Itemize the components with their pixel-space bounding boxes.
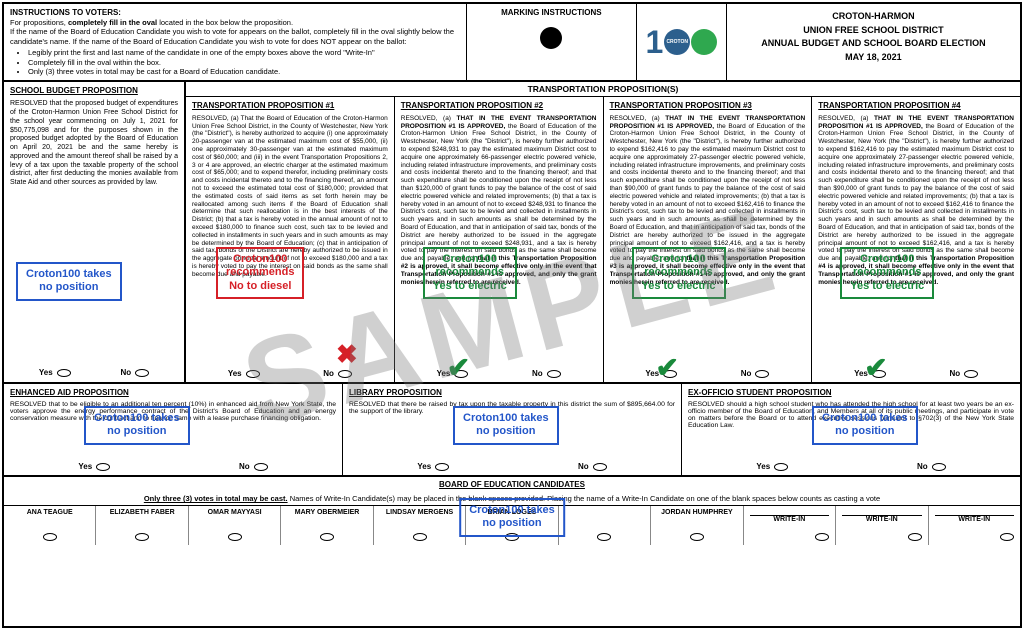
trans2-no[interactable]: No bbox=[532, 369, 561, 379]
instructions-line2: If the name of the Board of Education Ca… bbox=[10, 27, 460, 46]
boe-title: BOARD OF EDUCATION CANDIDATES bbox=[4, 477, 1020, 492]
trans4-title: TRANSPORTATION PROPOSITION #4 bbox=[818, 101, 1014, 111]
enhanced-stamp: Croton100 takesno position bbox=[84, 406, 190, 444]
trans-prop-4: TRANSPORTATION PROPOSITION #4 RESOLVED, … bbox=[812, 97, 1020, 382]
library-prop: LIBRARY PROPOSITION RESOLVED that there … bbox=[343, 384, 682, 475]
district-l1: CROTON-HARMON bbox=[733, 10, 1014, 24]
library-title: LIBRARY PROPOSITION bbox=[349, 388, 675, 397]
cand-0[interactable]: ANA TEAGUE bbox=[4, 506, 96, 545]
main-propositions-row: SCHOOL BUDGET PROPOSITION RESOLVED that … bbox=[4, 82, 1020, 382]
exofficio-stamp: Croton100 takesno position bbox=[812, 406, 918, 444]
budget-yes[interactable]: Yes bbox=[39, 368, 71, 378]
green-check-icon: ✔ bbox=[447, 351, 470, 383]
logo-zero-blue: CROTON bbox=[664, 29, 690, 55]
trans2-vote-row: Yes No bbox=[395, 369, 603, 379]
enhanced-vote: Yes No bbox=[4, 462, 342, 471]
district-date: MAY 18, 2021 bbox=[733, 51, 1014, 65]
cand-writein-1[interactable]: WRITE-IN bbox=[744, 506, 836, 545]
instructions-bullets: Legibly print the first and last name of… bbox=[28, 48, 460, 76]
cand-7[interactable]: JORDAN HUMPHREY bbox=[651, 506, 743, 545]
trans1-stamp: Croton100 recommends No to diesel bbox=[216, 247, 304, 299]
budget-text: RESOLVED that the proposed budget of exp… bbox=[10, 100, 178, 188]
bullet-2: Completely fill in the oval within the b… bbox=[28, 58, 460, 67]
mid-propositions-row: ENHANCED AID PROPOSITION RESOLVED that t… bbox=[4, 382, 1020, 477]
instructions-line1: For propositions, completely fill in the… bbox=[10, 18, 460, 27]
exofficio-prop: EX-OFFICIO STUDENT PROPOSITION RESOLVED … bbox=[682, 384, 1020, 475]
budget-vote-row: Yes No bbox=[4, 368, 184, 378]
header-row: INSTRUCTIONS TO VOTERS: For propositions… bbox=[4, 4, 1020, 82]
trans-prop-3: TRANSPORTATION PROPOSITION #3 RESOLVED, … bbox=[604, 97, 813, 382]
cand-6[interactable] bbox=[559, 506, 651, 545]
green-check-icon: ✔ bbox=[656, 351, 679, 383]
enhanced-no[interactable]: No bbox=[239, 462, 268, 471]
croton-100-logo: 1 CROTON bbox=[645, 24, 717, 61]
transportation-wrap: TRANSPORTATION PROPOSITION(S) TRANSPORTA… bbox=[186, 82, 1020, 382]
transportation-section-title: TRANSPORTATION PROPOSITION(S) bbox=[186, 82, 1020, 97]
trans4-stamp: Croton100 recommends Yes to electric bbox=[840, 247, 934, 299]
trans2-stamp: Croton100 recommends Yes to electric bbox=[423, 247, 517, 299]
trans3-stamp: Croton100 recommends Yes to electric bbox=[632, 247, 726, 299]
trans3-title: TRANSPORTATION PROPOSITION #3 bbox=[610, 101, 806, 111]
library-no[interactable]: No bbox=[578, 462, 607, 471]
enhanced-yes[interactable]: Yes bbox=[78, 462, 110, 471]
exofficio-vote: Yes No bbox=[682, 462, 1020, 471]
marking-title: MARKING INSTRUCTIONS bbox=[471, 8, 632, 17]
instructions-block: INSTRUCTIONS TO VOTERS: For propositions… bbox=[4, 4, 467, 80]
boe-note: Only three (3) votes in total may be cas… bbox=[4, 492, 1020, 505]
trans1-yes[interactable]: Yes bbox=[228, 369, 260, 379]
bullet-1: Legibly print the first and last name of… bbox=[28, 48, 460, 57]
budget-title: SCHOOL BUDGET PROPOSITION bbox=[10, 86, 178, 96]
trans2-title: TRANSPORTATION PROPOSITION #2 bbox=[401, 101, 597, 111]
instructions-title: INSTRUCTIONS TO VOTERS: bbox=[10, 8, 460, 18]
trans3-no[interactable]: No bbox=[741, 369, 770, 379]
enhanced-aid-prop: ENHANCED AID PROPOSITION RESOLVED that t… bbox=[4, 384, 343, 475]
red-x-icon: ✖ bbox=[336, 339, 358, 370]
transportation-columns: TRANSPORTATION PROPOSITION #1 RESOLVED, … bbox=[186, 97, 1020, 382]
logo-cell: 1 CROTON bbox=[637, 4, 727, 80]
cand-1[interactable]: ELIZABETH FABER bbox=[96, 506, 188, 545]
trans3-vote-row: Yes No bbox=[604, 369, 812, 379]
marking-instructions: MARKING INSTRUCTIONS bbox=[467, 4, 637, 80]
cand-writein-2[interactable]: WRITE-IN bbox=[836, 506, 928, 545]
exofficio-no[interactable]: No bbox=[917, 462, 946, 471]
district-header: CROTON-HARMON UNION FREE SCHOOL DISTRICT… bbox=[727, 4, 1020, 80]
green-check-icon: ✔ bbox=[864, 351, 887, 383]
trans-prop-2: TRANSPORTATION PROPOSITION #2 RESOLVED, … bbox=[395, 97, 604, 382]
district-l3: ANNUAL BUDGET AND SCHOOL BOARD ELECTION bbox=[733, 37, 1014, 51]
library-stamp: Croton100 takesno position bbox=[453, 406, 559, 444]
trans1-title: TRANSPORTATION PROPOSITION #1 bbox=[192, 101, 388, 111]
trans4-no[interactable]: No bbox=[950, 369, 979, 379]
library-vote: Yes No bbox=[343, 462, 681, 471]
exofficio-yes[interactable]: Yes bbox=[756, 462, 788, 471]
library-yes[interactable]: Yes bbox=[417, 462, 449, 471]
budget-no[interactable]: No bbox=[120, 368, 149, 378]
logo-zero-green bbox=[691, 29, 717, 55]
budget-proposition: SCHOOL BUDGET PROPOSITION RESOLVED that … bbox=[4, 82, 186, 382]
cand-writein-3[interactable]: WRITE-IN bbox=[929, 506, 1020, 545]
boe-section: BOARD OF EDUCATION CANDIDATES Only three… bbox=[4, 477, 1020, 561]
filled-oval-icon bbox=[540, 27, 562, 49]
trans4-vote-row: Yes No bbox=[812, 369, 1020, 379]
cand-2[interactable]: OMAR MAYYASI bbox=[189, 506, 281, 545]
trans-prop-1: TRANSPORTATION PROPOSITION #1 RESOLVED, … bbox=[186, 97, 395, 382]
district-l2: UNION FREE SCHOOL DISTRICT bbox=[733, 24, 1014, 38]
enhanced-title: ENHANCED AID PROPOSITION bbox=[10, 388, 336, 397]
cand-4[interactable]: LINDSAY MERGENS bbox=[374, 506, 466, 545]
logo-one: 1 bbox=[645, 24, 663, 61]
bullet-3: Only (3) three votes in total may be cas… bbox=[28, 67, 460, 76]
ballot-page: INSTRUCTIONS TO VOTERS: For propositions… bbox=[2, 2, 1022, 628]
budget-stamp: Croton100 takes no position bbox=[16, 262, 122, 300]
trans1-vote-row: Yes No bbox=[186, 369, 394, 379]
cand-3[interactable]: MARY OBERMEIER bbox=[281, 506, 373, 545]
boe-stamp: Croton100 takesno position bbox=[459, 498, 565, 536]
exofficio-title: EX-OFFICIO STUDENT PROPOSITION bbox=[688, 388, 1014, 397]
